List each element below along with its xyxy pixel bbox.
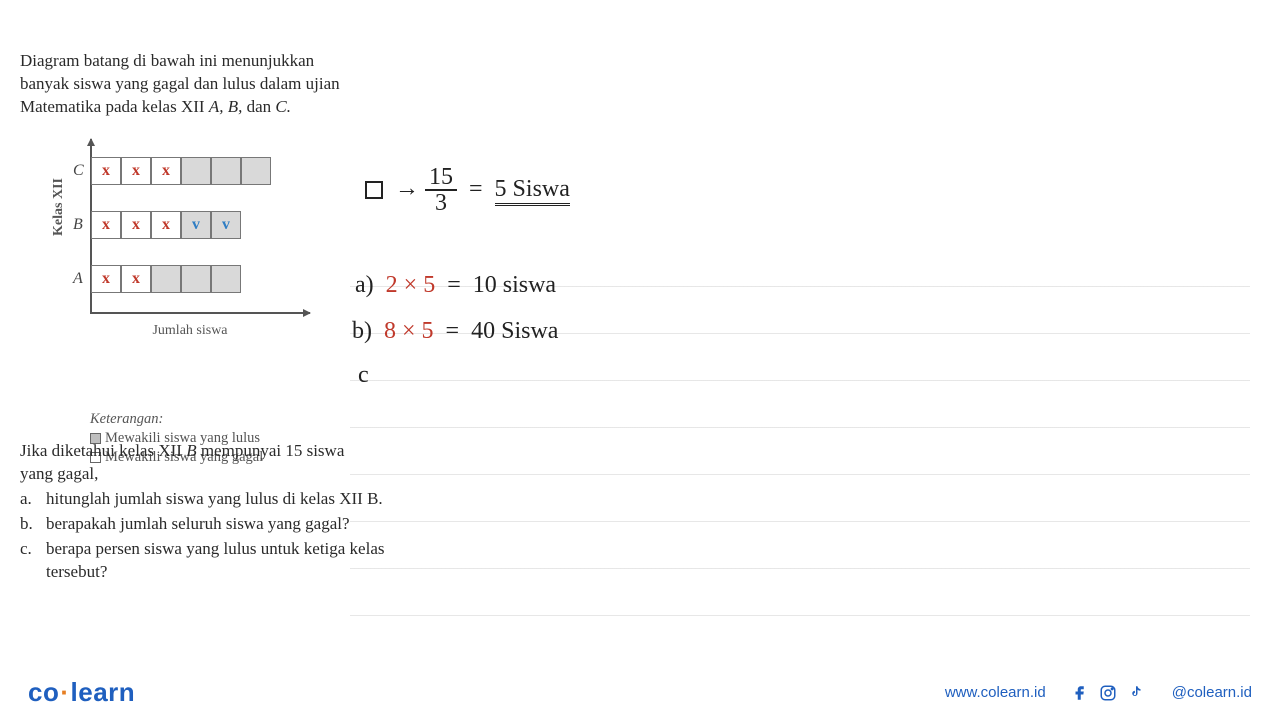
cell: x xyxy=(121,211,151,239)
given-suffix: mempunyai 15 siswa xyxy=(197,441,345,460)
frac-num: 15 xyxy=(425,165,457,191)
arrow-icon: → xyxy=(395,176,419,202)
qa-text: hitunglah jumlah siswa yang lulus di kel… xyxy=(46,488,383,511)
cell xyxy=(211,265,241,293)
qb-label: b. xyxy=(20,513,46,536)
tiktok-icon[interactable] xyxy=(1126,683,1146,703)
cell xyxy=(181,265,211,293)
cell: x xyxy=(151,211,181,239)
cell: v xyxy=(211,211,241,239)
cell xyxy=(151,265,181,293)
x-icon: x xyxy=(162,216,170,234)
given-class: B xyxy=(186,441,196,460)
hw-b-rhs: 40 Siswa xyxy=(471,318,558,344)
footer: co·learn www.colearn.id @colearn.id xyxy=(0,677,1280,708)
x-icon: x xyxy=(162,162,170,180)
hw-a-label: a) xyxy=(355,272,374,298)
bar-label-b: B xyxy=(73,216,83,234)
bar-row-c: C x x x xyxy=(91,157,271,185)
hw-a-lhs: 2 × 5 xyxy=(386,272,436,298)
intro-and: dan xyxy=(242,97,275,116)
axis-x xyxy=(90,312,310,314)
cell: x xyxy=(91,265,121,293)
bar-row-a: A x x xyxy=(91,265,241,293)
given-line2: yang gagal, xyxy=(20,464,98,483)
hw-c-label: c xyxy=(358,362,369,388)
problem-intro: Diagram batang di bawah ini menunjukkan … xyxy=(20,50,420,119)
instagram-icon[interactable] xyxy=(1098,683,1118,703)
x-icon: x xyxy=(102,216,110,234)
intro-3a: Matematika pada kelas XII xyxy=(20,97,209,116)
hw-fraction: 15 3 xyxy=(425,165,457,215)
cell: x xyxy=(151,157,181,185)
qb-text: berapakah jumlah seluruh siswa yang gaga… xyxy=(46,513,350,536)
y-axis-label: Kelas XII xyxy=(51,178,67,236)
cell: x xyxy=(121,157,151,185)
intro-2: banyak siswa yang gagal dan lulus dalam … xyxy=(20,74,340,93)
facebook-icon[interactable] xyxy=(1070,683,1090,703)
hw-b: b) 8 × 5 = 40 Siswa xyxy=(352,318,558,345)
frac-den: 3 xyxy=(431,191,451,215)
cell: x xyxy=(91,211,121,239)
x-icon: x xyxy=(102,270,110,288)
hw-b-lhs: 8 × 5 xyxy=(384,318,434,344)
intro-1: Diagram batang di bawah ini menunjukkan xyxy=(20,51,314,70)
check-icon: v xyxy=(192,216,200,234)
footer-url[interactable]: www.colearn.id xyxy=(945,684,1046,701)
bar-label-c: C xyxy=(73,162,84,180)
legend-title: Keterangan: xyxy=(90,410,263,429)
eq: = xyxy=(463,176,489,202)
qc-label: c. xyxy=(20,538,46,584)
qa-label: a. xyxy=(20,488,46,511)
square-icon xyxy=(365,181,383,199)
eq: = xyxy=(441,272,467,298)
given-prefix: Jika diketahui kelas XII xyxy=(20,441,186,460)
cell xyxy=(241,157,271,185)
social-block: @colearn.id xyxy=(1070,683,1252,703)
cell xyxy=(181,157,211,185)
hw-a-rhs: 10 siswa xyxy=(473,272,556,298)
cell: x xyxy=(121,265,151,293)
hw-unit: → 15 3 = 5 Siswa xyxy=(365,165,570,215)
hw-a: a) 2 × 5 = 10 siswa xyxy=(355,272,556,299)
cell xyxy=(211,157,241,185)
x-icon: x xyxy=(102,162,110,180)
bar-label-a: A xyxy=(73,270,83,288)
footer-handle[interactable]: @colearn.id xyxy=(1172,684,1252,701)
check-icon: v xyxy=(222,216,230,234)
intro-class-c: C. xyxy=(275,97,291,116)
logo-co: co xyxy=(28,677,59,707)
intro-classes: A, B, xyxy=(209,97,243,116)
x-icon: x xyxy=(132,162,140,180)
hw-c: c xyxy=(358,362,369,389)
hw-unit-result: 5 Siswa xyxy=(495,176,570,206)
x-axis-label: Jumlah siswa xyxy=(70,323,310,339)
eq: = xyxy=(440,318,466,344)
cell: x xyxy=(91,157,121,185)
ruled-background xyxy=(350,240,1250,640)
x-icon: x xyxy=(132,270,140,288)
hw-b-label: b) xyxy=(352,318,372,344)
cell: v xyxy=(181,211,211,239)
x-icon: x xyxy=(132,216,140,234)
bar-row-b: B x x x v v xyxy=(91,211,241,239)
logo-dot: · xyxy=(59,677,70,707)
bar-chart: Kelas XII C x x x B x x x v v A x x xyxy=(70,139,310,339)
logo: co·learn xyxy=(28,677,135,708)
logo-learn: learn xyxy=(71,677,136,707)
